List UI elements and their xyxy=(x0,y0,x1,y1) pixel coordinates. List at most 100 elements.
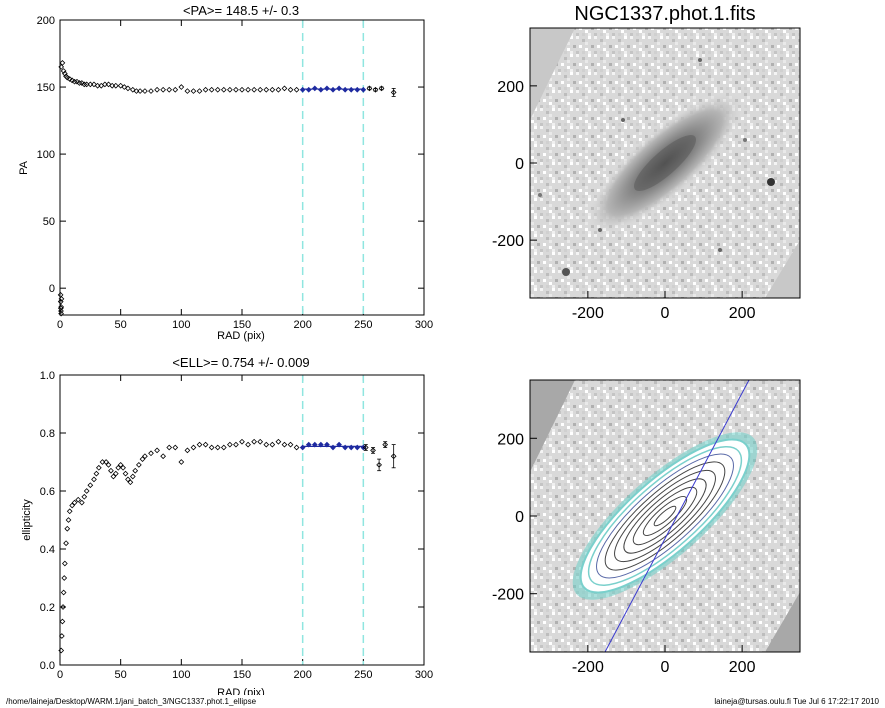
ellipticity-data-point xyxy=(60,589,67,596)
pa-x-tick-label: 50 xyxy=(115,319,127,331)
ellipticity-data-point xyxy=(324,441,330,448)
ellipticity-data-point xyxy=(233,441,239,448)
ellipticity-data-point xyxy=(122,470,129,477)
ellipticity-data-point xyxy=(342,444,348,451)
ellipticity-data-point xyxy=(220,444,227,451)
ellipticity-data-point xyxy=(227,441,233,448)
pa-data-point xyxy=(257,86,264,93)
pa-data-point xyxy=(60,68,67,74)
contour-image-axes: -200 0 200 -200 0 200 xyxy=(492,431,756,676)
ellipticity-data-point xyxy=(61,575,68,581)
pa-x-axis-label: RAD (pix) xyxy=(217,330,265,342)
galaxy-image-title: NGC1337.phot.1.fits xyxy=(574,3,755,25)
pa-y-tick-label: 150 xyxy=(37,82,55,94)
pa-data-point xyxy=(74,78,80,85)
pa-data-point xyxy=(184,88,191,94)
ellipticity-data-point xyxy=(129,473,136,480)
pa-data-point xyxy=(378,85,385,92)
ellipticity-data-point xyxy=(108,467,114,474)
ellipticity-data-point xyxy=(311,441,318,448)
pa-data-point xyxy=(61,70,68,77)
pa-y-tick-label: 100 xyxy=(37,149,55,161)
pa-x-tick-label: 100 xyxy=(172,319,190,331)
pa-plot-frame xyxy=(59,19,425,316)
ellipticity-data-point xyxy=(95,464,102,471)
pa-data-point xyxy=(214,86,221,93)
pa-data-point xyxy=(172,86,179,93)
ellipticity-data-point xyxy=(63,540,69,547)
ellipticity-x-tick-label: 100 xyxy=(172,669,190,681)
ellipticity-data-point xyxy=(202,441,209,448)
ellipticity-data-point xyxy=(66,508,73,515)
pa-data-point xyxy=(69,77,75,84)
pa-y-tick-label: 50 xyxy=(43,216,55,228)
ellipticity-data-point xyxy=(87,482,94,489)
ellipticity-data-point xyxy=(239,438,245,445)
pa-data-point xyxy=(366,85,373,92)
pa-x-tick-label: 200 xyxy=(293,319,311,331)
ellipticity-y-tick-label: 0.0 xyxy=(40,660,55,672)
pa-data-point xyxy=(81,81,88,88)
pa-x-tick-label: 250 xyxy=(354,319,372,331)
ellipticity-data-point xyxy=(59,618,66,625)
ellipticity-data-point xyxy=(65,517,72,523)
ellipticity-data-point xyxy=(93,470,100,477)
pa-data-point xyxy=(324,85,330,92)
ellipticity-x-axis-label: RAD (pix) xyxy=(217,687,265,695)
pa-data-point xyxy=(57,292,64,298)
ellipticity-data-point xyxy=(83,488,90,494)
pa-data-point xyxy=(318,86,324,93)
pa-data-point xyxy=(109,82,116,89)
pa-data-point xyxy=(202,86,209,93)
pa-y-tick-label: 200 xyxy=(37,15,55,27)
ellipticity-data-point xyxy=(287,441,294,448)
ellipticity-data-point xyxy=(112,470,119,477)
pa-data-point xyxy=(293,86,300,93)
pa-data-point xyxy=(58,296,65,302)
contour-image-x-tick-label: -200 xyxy=(572,659,604,676)
ellipticity-data-point xyxy=(354,444,361,451)
contour-image-panel: -200 0 200 -200 0 200 xyxy=(492,379,801,676)
file-path-footer: /home/laineja/Desktop/WARM.1/jani_batch_… xyxy=(6,697,257,706)
pa-x-tick-label: 0 xyxy=(57,319,63,331)
ellipticity-data-point xyxy=(214,444,221,451)
pa-data-point xyxy=(263,86,270,93)
pa-data-point xyxy=(154,86,160,93)
ellipticity-x-tick-label: 200 xyxy=(293,669,311,681)
ellipticity-data-point xyxy=(166,444,173,451)
pa-data-point xyxy=(305,86,312,93)
ellipticity-data-point xyxy=(293,444,300,451)
ellipticity-data-point xyxy=(58,633,65,639)
pa-data-point xyxy=(227,86,233,93)
ellipticity-data-point xyxy=(318,441,324,448)
galaxy-image xyxy=(530,28,800,298)
pa-data-point xyxy=(275,86,282,93)
ellipticity-data-point xyxy=(299,444,306,451)
pa-data-point xyxy=(360,86,367,93)
galaxy-image-y-tick-label: 0 xyxy=(515,156,524,173)
ellipticity-data-point xyxy=(71,499,78,506)
pa-data-point xyxy=(233,86,239,93)
ellipticity-data-point xyxy=(348,444,355,451)
ellipticity-x-tick-label: 0 xyxy=(57,669,63,681)
pa-data-point xyxy=(220,86,227,93)
ellipticity-data-point xyxy=(125,476,131,483)
ellipticity-data-point xyxy=(336,441,342,448)
pa-data-point xyxy=(87,81,94,88)
pa-data-point xyxy=(160,86,166,93)
pa-data-point xyxy=(78,80,85,86)
ellipticity-data-point xyxy=(190,444,197,451)
pa-data-point xyxy=(281,85,288,92)
ellipticity-data-point xyxy=(120,464,126,471)
pa-y-tick-label: 0 xyxy=(49,283,55,295)
ellipticity-data-point xyxy=(75,496,82,503)
ellipticity-x-tick-label: 150 xyxy=(233,669,251,681)
ellipticity-data-point xyxy=(117,462,124,468)
pa-data-point xyxy=(196,88,203,94)
pa-data-point xyxy=(71,78,78,85)
timestamp-footer: laineja@tursas.oulu.fi Tue Jul 6 17:22:1… xyxy=(714,697,879,706)
ellipticity-data-point xyxy=(376,462,382,468)
galaxy-image-x-tick-label: -200 xyxy=(572,305,604,322)
pa-data-point xyxy=(372,86,379,93)
ellipticity-data-point xyxy=(281,441,288,448)
